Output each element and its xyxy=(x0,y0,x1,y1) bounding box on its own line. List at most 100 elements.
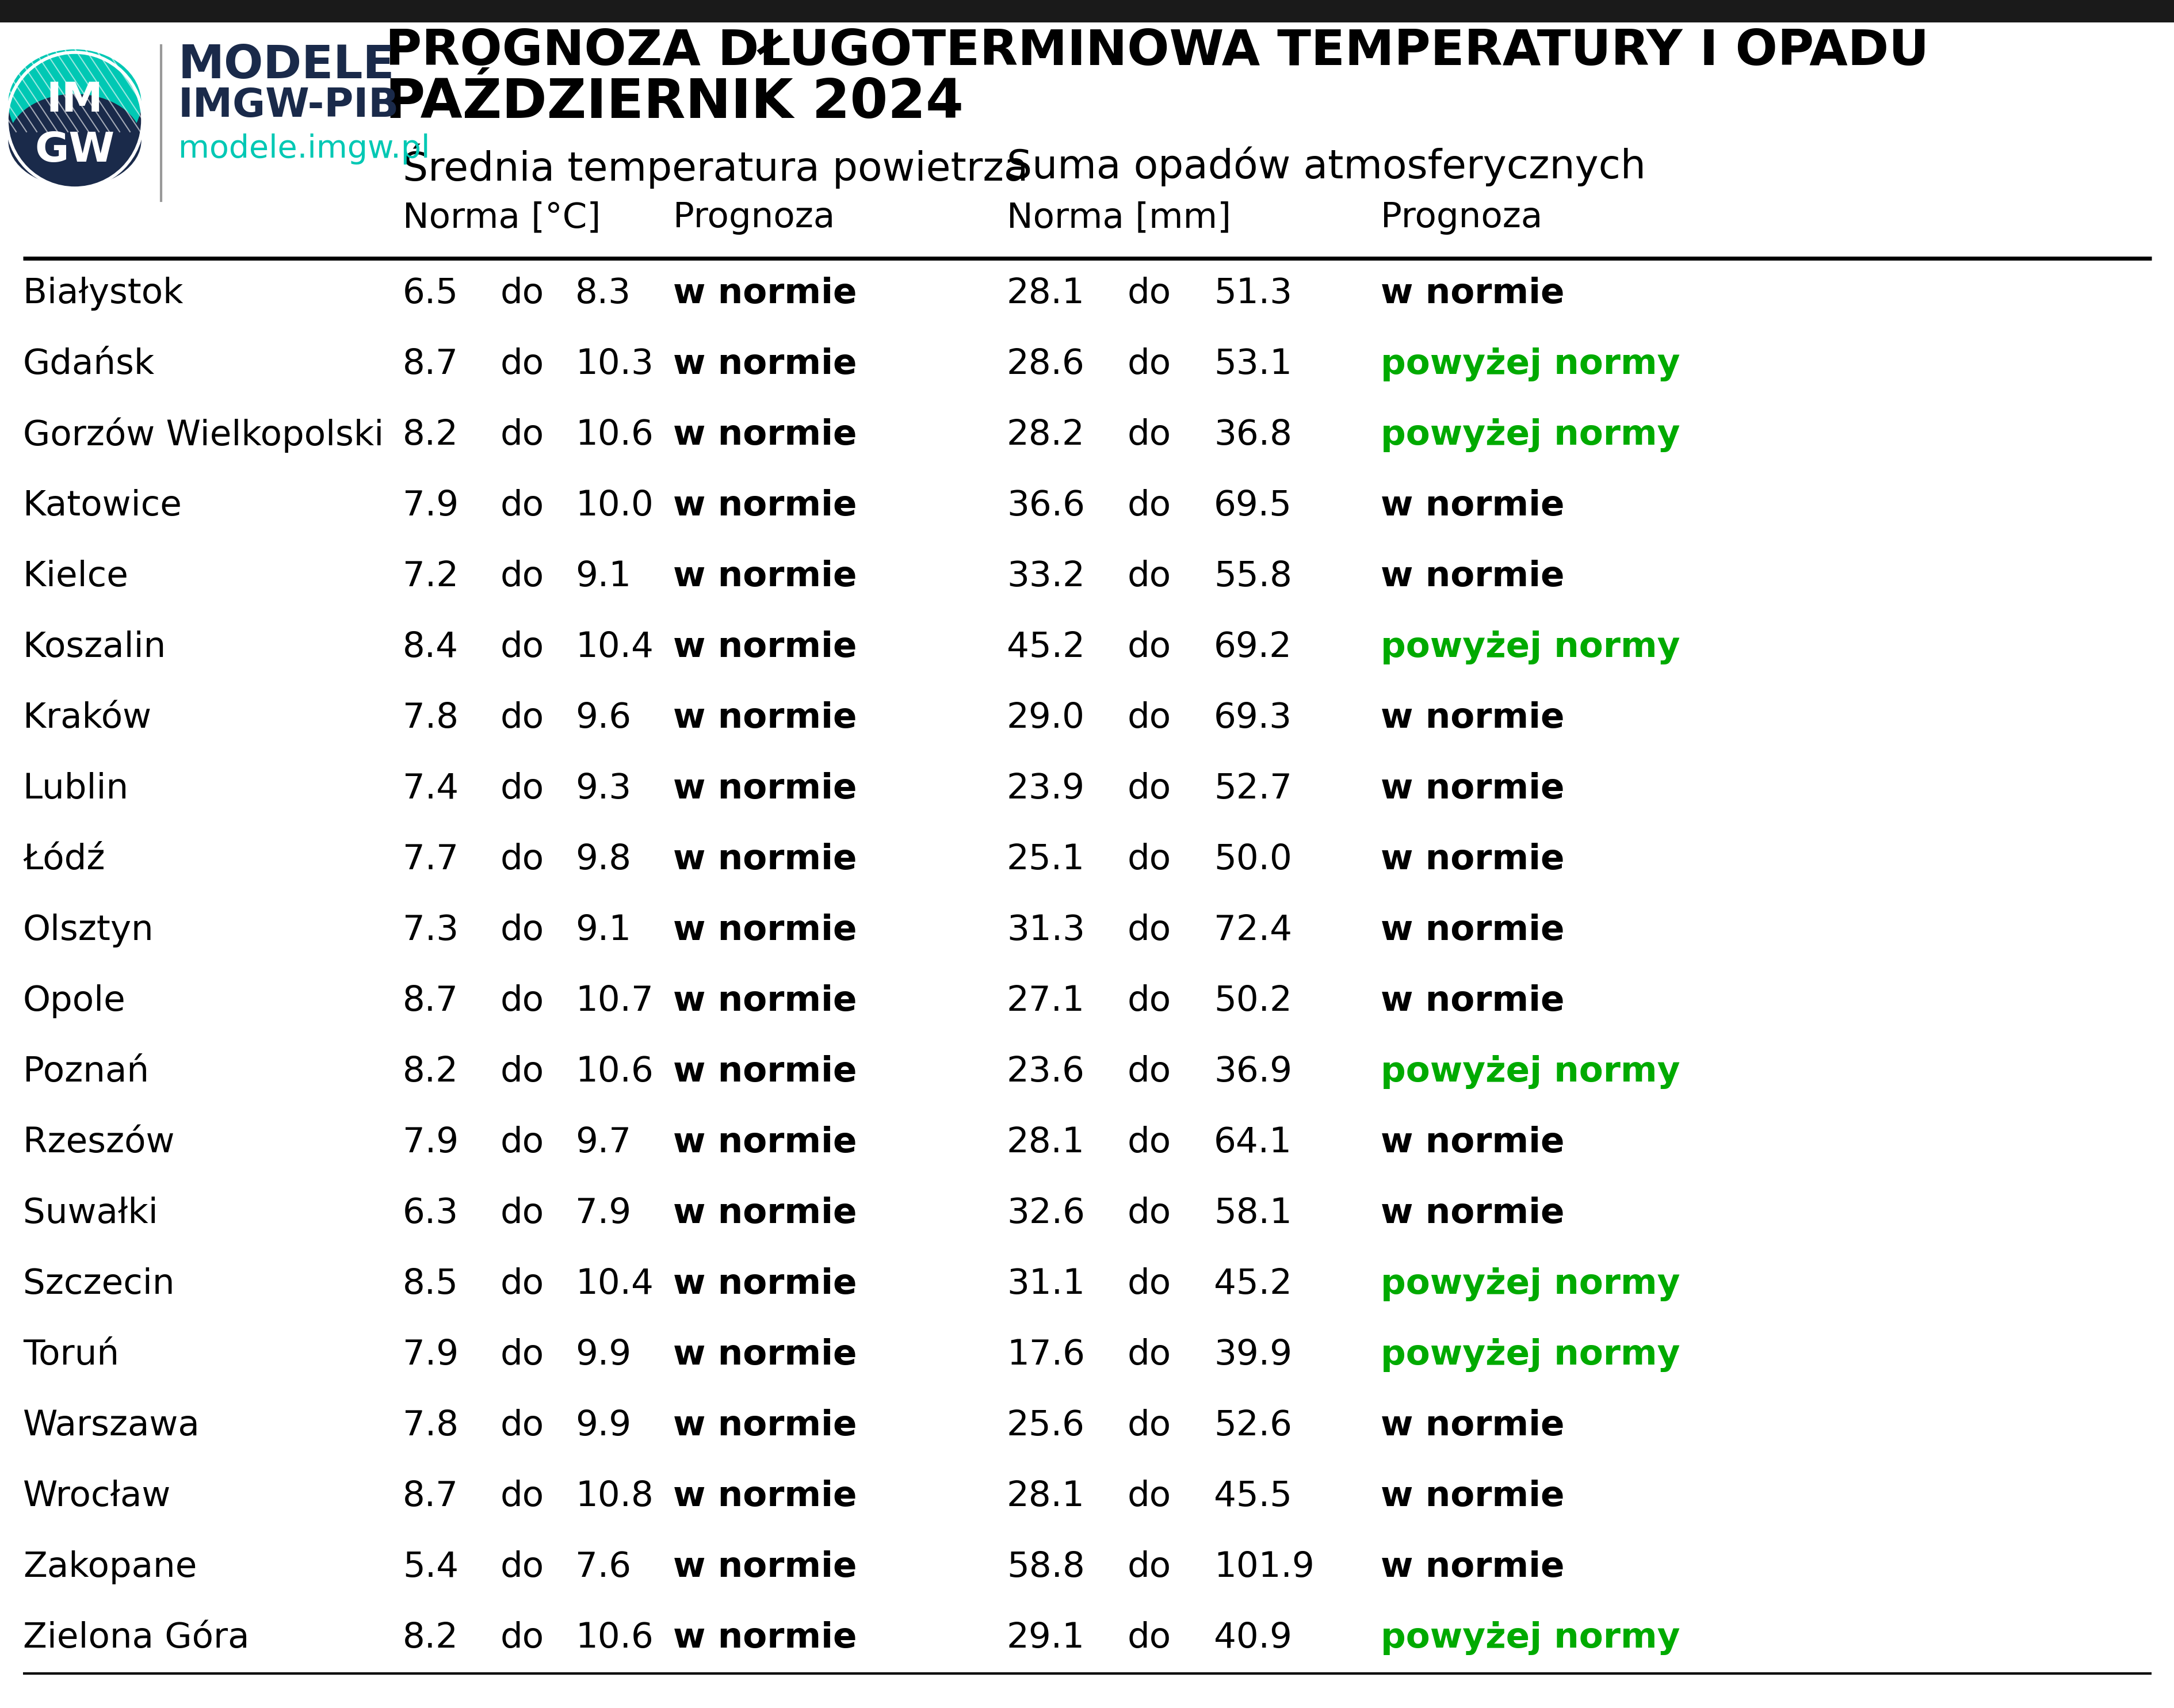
Text: w normie: w normie xyxy=(1380,488,1563,523)
Text: do: do xyxy=(500,1337,544,1372)
Text: do: do xyxy=(1128,1337,1172,1372)
Text: w normie: w normie xyxy=(1380,772,1563,806)
Text: 23.9: 23.9 xyxy=(1007,772,1085,806)
Text: 45.2: 45.2 xyxy=(1007,630,1085,664)
Text: 58.1: 58.1 xyxy=(1213,1197,1291,1230)
Text: 10.6: 10.6 xyxy=(576,1621,652,1655)
Text: Białystok: Białystok xyxy=(24,277,183,311)
Text: do: do xyxy=(500,418,544,453)
Text: do: do xyxy=(1128,914,1172,948)
Ellipse shape xyxy=(9,94,141,186)
Text: w normie: w normie xyxy=(674,1056,857,1090)
Text: 8.7: 8.7 xyxy=(402,347,459,381)
Text: do: do xyxy=(1128,1551,1172,1585)
Text: w normie: w normie xyxy=(1380,984,1563,1018)
Text: do: do xyxy=(1128,347,1172,381)
Text: Toruń: Toruń xyxy=(24,1337,120,1372)
Text: do: do xyxy=(1128,772,1172,806)
Text: 28.6: 28.6 xyxy=(1007,347,1085,381)
Text: do: do xyxy=(1128,1479,1172,1513)
Text: 6.5: 6.5 xyxy=(402,277,459,311)
Text: 7.8: 7.8 xyxy=(402,1409,459,1443)
Text: do: do xyxy=(500,772,544,806)
Text: do: do xyxy=(500,914,544,948)
Text: 9.6: 9.6 xyxy=(576,702,630,734)
Text: w normie: w normie xyxy=(1380,1126,1563,1160)
Text: Gorzów Wielkopolski: Gorzów Wielkopolski xyxy=(24,417,385,453)
Text: 101.9: 101.9 xyxy=(1213,1551,1313,1585)
Text: Kraków: Kraków xyxy=(24,702,152,734)
Text: 32.6: 32.6 xyxy=(1007,1197,1085,1230)
Text: w normie: w normie xyxy=(1380,1479,1563,1513)
Text: 50.0: 50.0 xyxy=(1213,842,1291,876)
Text: w normie: w normie xyxy=(674,842,857,876)
Text: Lublin: Lublin xyxy=(24,772,128,806)
Text: 31.3: 31.3 xyxy=(1007,914,1085,948)
Text: 8.4: 8.4 xyxy=(402,630,459,664)
Text: do: do xyxy=(500,1479,544,1513)
Text: w normie: w normie xyxy=(1380,842,1563,876)
Text: do: do xyxy=(1128,1267,1172,1301)
Text: Koszalin: Koszalin xyxy=(24,630,165,664)
Text: 10.7: 10.7 xyxy=(576,984,652,1018)
Text: do: do xyxy=(1128,488,1172,523)
Text: 25.1: 25.1 xyxy=(1007,842,1085,876)
Circle shape xyxy=(7,53,143,188)
Text: Szczecin: Szczecin xyxy=(24,1267,174,1301)
Text: 5.4: 5.4 xyxy=(402,1551,459,1585)
Text: powyżej normy: powyżej normy xyxy=(1380,1056,1681,1090)
Text: 27.1: 27.1 xyxy=(1007,984,1085,1018)
Text: 28.1: 28.1 xyxy=(1007,277,1085,311)
Text: Norma [°C]: Norma [°C] xyxy=(402,202,600,236)
Text: 7.9: 7.9 xyxy=(576,1197,630,1230)
Text: 29.0: 29.0 xyxy=(1007,702,1085,734)
Text: 9.9: 9.9 xyxy=(576,1409,630,1443)
Text: Opole: Opole xyxy=(24,984,126,1018)
Text: w normie: w normie xyxy=(674,914,857,948)
Text: w normie: w normie xyxy=(674,560,857,594)
Text: do: do xyxy=(500,347,544,381)
Text: Suma opadów atmosferycznych: Suma opadów atmosferycznych xyxy=(1007,147,1646,186)
Text: do: do xyxy=(1128,984,1172,1018)
Text: do: do xyxy=(500,1267,544,1301)
Text: do: do xyxy=(500,984,544,1018)
Text: 7.9: 7.9 xyxy=(402,488,459,523)
Text: 8.2: 8.2 xyxy=(402,1056,459,1090)
Text: Rzeszów: Rzeszów xyxy=(24,1126,174,1160)
Text: 50.2: 50.2 xyxy=(1213,984,1291,1018)
Text: Kielce: Kielce xyxy=(24,560,128,594)
Text: w normie: w normie xyxy=(674,347,857,381)
Text: do: do xyxy=(1128,1056,1172,1090)
Text: do: do xyxy=(1128,1621,1172,1655)
Text: 9.9: 9.9 xyxy=(576,1337,630,1372)
Text: 72.4: 72.4 xyxy=(1213,914,1291,948)
Text: 9.3: 9.3 xyxy=(576,772,630,806)
Text: w normie: w normie xyxy=(674,1267,857,1301)
Text: do: do xyxy=(500,630,544,664)
Text: w normie: w normie xyxy=(1380,1551,1563,1585)
Text: w normie: w normie xyxy=(674,702,857,734)
Text: IMGW-PIB: IMGW-PIB xyxy=(178,87,400,125)
Text: 40.9: 40.9 xyxy=(1213,1621,1291,1655)
Text: 9.1: 9.1 xyxy=(576,914,630,948)
Text: 10.8: 10.8 xyxy=(576,1479,652,1513)
Text: powyżej normy: powyżej normy xyxy=(1380,1267,1681,1301)
Text: do: do xyxy=(1128,418,1172,453)
Text: 8.2: 8.2 xyxy=(402,418,459,453)
Text: modele.imgw.pl: modele.imgw.pl xyxy=(178,133,430,164)
Text: w normie: w normie xyxy=(1380,1197,1563,1230)
Text: 7.2: 7.2 xyxy=(402,560,459,594)
Text: 7.7: 7.7 xyxy=(402,842,459,876)
Text: PROGNOZA DŁUGOTERMINOWA TEMPERATURY I OPADU: PROGNOZA DŁUGOTERMINOWA TEMPERATURY I OP… xyxy=(385,27,1928,75)
Text: powyżej normy: powyżej normy xyxy=(1380,630,1681,664)
Text: 39.9: 39.9 xyxy=(1213,1337,1291,1372)
Text: 29.1: 29.1 xyxy=(1007,1621,1085,1655)
Text: Warszawa: Warszawa xyxy=(24,1409,200,1443)
Text: do: do xyxy=(500,1621,544,1655)
Text: do: do xyxy=(500,560,544,594)
Text: w normie: w normie xyxy=(1380,277,1563,311)
Text: powyżej normy: powyżej normy xyxy=(1380,1621,1681,1655)
Text: Prognoza: Prognoza xyxy=(1380,202,1541,236)
Text: do: do xyxy=(1128,702,1172,734)
Text: Łódź: Łódź xyxy=(24,842,104,876)
